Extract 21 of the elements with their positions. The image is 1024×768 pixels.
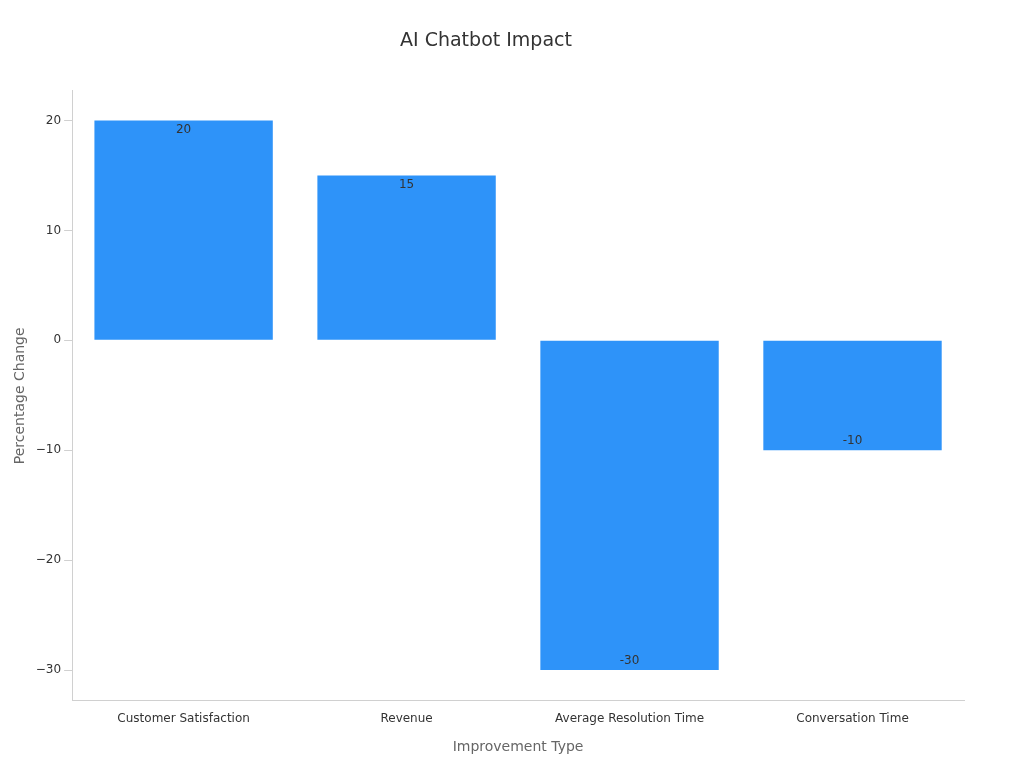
bar (540, 340, 719, 671)
chart-title: AI Chatbot Impact (400, 28, 572, 51)
data-label: -10 (842, 433, 863, 448)
x-axis-title: Improvement Type (452, 738, 584, 755)
bar (763, 340, 942, 451)
data-label: 15 (398, 176, 415, 191)
y-tick-label: −30 (35, 662, 62, 677)
bar (317, 175, 496, 340)
y-tick-label: −20 (35, 552, 62, 567)
x-tick-label: Revenue (380, 711, 433, 726)
data-label: 20 (175, 121, 192, 136)
y-tick-label: 20 (45, 112, 62, 127)
x-tick-label: Average Resolution Time (555, 711, 705, 726)
y-tick-label: 0 (53, 332, 62, 347)
data-label: -30 (619, 653, 640, 668)
x-tick-label: Customer Satisfaction (117, 711, 250, 726)
y-tick-label: 10 (45, 222, 62, 237)
bar (94, 120, 273, 340)
y-axis-title: Percentage Change (11, 327, 28, 465)
x-tick-label: Conversation Time (796, 711, 909, 726)
y-tick-label: −10 (35, 442, 62, 457)
